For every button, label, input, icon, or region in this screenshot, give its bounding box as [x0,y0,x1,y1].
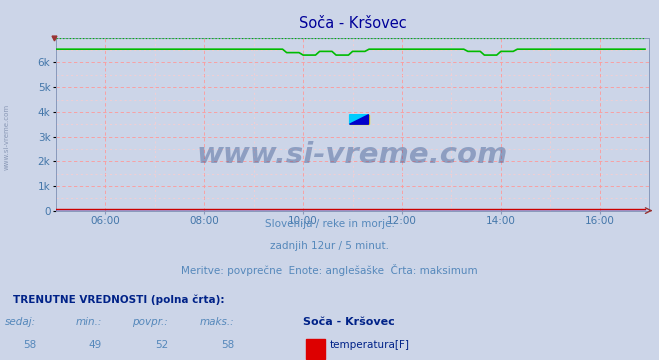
Text: 49: 49 [89,339,102,350]
Text: temperatura[F]: temperatura[F] [330,339,409,350]
Text: sedaj:: sedaj: [5,317,36,327]
Text: Slovenija / reke in morje.: Slovenija / reke in morje. [264,219,395,229]
Text: povpr.:: povpr.: [132,317,168,327]
Text: zadnjih 12ur / 5 minut.: zadnjih 12ur / 5 minut. [270,241,389,251]
Polygon shape [349,115,368,124]
Text: 58: 58 [221,339,234,350]
Text: Meritve: povprečne  Enote: anglešaške  Črta: maksimum: Meritve: povprečne Enote: anglešaške Črt… [181,264,478,276]
Bar [306,339,325,359]
Text: Soča - Kršovec: Soča - Kršovec [303,317,395,327]
Text: min.:: min.: [76,317,102,327]
Bar [349,115,368,124]
Text: maks.:: maks.: [199,317,234,327]
Text: www.si-vreme.com: www.si-vreme.com [3,104,10,170]
Text: www.si-vreme.com: www.si-vreme.com [197,141,508,169]
Text: Soča - Kršovec: Soča - Kršovec [299,16,407,31]
Text: 58: 58 [23,339,36,350]
Polygon shape [349,115,368,124]
Text: TRENUTNE VREDNOSTI (polna črta):: TRENUTNE VREDNOSTI (polna črta): [13,294,225,305]
Text: 52: 52 [155,339,168,350]
